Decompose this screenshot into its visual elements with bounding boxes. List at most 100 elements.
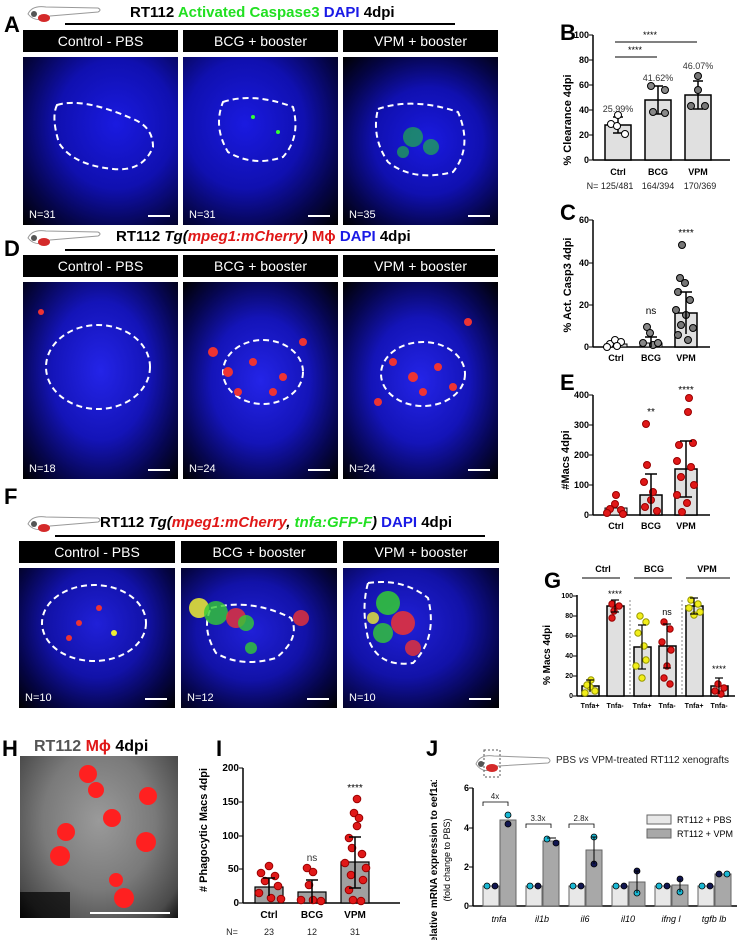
svg-text:170/369: 170/369 (684, 181, 717, 191)
svg-text:2.8x: 2.8x (573, 814, 588, 823)
row-d-title: RT112 Tg(mpeg1:mCherry) Mϕ DAPI 4dpi (116, 228, 411, 245)
svg-text:20: 20 (565, 673, 573, 680)
micrograph-a-vpm: N=35 (343, 57, 498, 225)
scale-bar (468, 469, 490, 471)
svg-text:RT112 + VPM: RT112 + VPM (677, 829, 733, 839)
scale-bar (307, 698, 329, 700)
zebrafish-larva-icon (27, 230, 101, 246)
svg-text:tgfb lb: tgfb lb (702, 914, 727, 924)
chart-e-ylabel: #Macs 4dpi (560, 430, 572, 489)
svg-text:60: 60 (579, 215, 589, 225)
svg-text:0: 0 (569, 693, 573, 700)
svg-text:ns: ns (646, 306, 657, 317)
chart-j-mrna: Relative mRNA expression to eef1a1a (fol… (425, 770, 740, 945)
svg-text:400: 400 (574, 390, 589, 400)
svg-text:RT112 + PBS: RT112 + PBS (677, 815, 731, 825)
micrograph-a-bcg: N=31 (183, 57, 338, 225)
svg-text:**: ** (647, 407, 655, 418)
svg-text:40: 40 (579, 105, 589, 115)
svg-text:ns: ns (307, 853, 318, 864)
svg-text:ifng l: ifng l (661, 914, 681, 924)
chart-j-ylabel2: (fold change to PBS) (442, 818, 452, 901)
svg-text:Tnfa-: Tnfa- (710, 703, 728, 710)
chart-i-ylabel: # Phagocytic Macs 4dpi (198, 768, 210, 892)
svg-text:****: **** (608, 589, 623, 599)
svg-text:****: **** (678, 228, 694, 239)
panel-letter-h: H (2, 736, 18, 761)
svg-text:12: 12 (307, 927, 317, 937)
svg-text:2: 2 (464, 862, 469, 872)
condition-label: Control - PBS (19, 541, 175, 563)
svg-text:BCG: BCG (641, 353, 661, 363)
svg-text:****: **** (347, 783, 363, 794)
zebrafish-larva-dashed-icon (475, 749, 551, 778)
scale-bar (468, 215, 490, 217)
svg-text:300: 300 (574, 420, 589, 430)
svg-text:4x: 4x (491, 792, 499, 801)
panel-letter-a: A (4, 12, 20, 37)
svg-text:0: 0 (584, 510, 589, 520)
panel-letter-b: B (560, 20, 576, 45)
panel-letter-j: J (426, 736, 439, 761)
panel-letter-c: C (560, 200, 576, 225)
chart-i-phagocytic: # Phagocytic Macs 4dpi 0 50 100 150 200 (195, 760, 420, 940)
svg-text:0: 0 (584, 342, 589, 352)
zebrafish-larva-icon (27, 516, 101, 532)
row-a-title: RT112 Activated Caspase3 DAPI 4dpi (130, 4, 395, 21)
svg-text:Ctrl: Ctrl (608, 353, 624, 363)
svg-text:0: 0 (584, 155, 589, 165)
condition-label: Control - PBS (23, 255, 178, 277)
svg-text:60: 60 (579, 80, 589, 90)
condition-label: VPM + booster (343, 255, 498, 277)
svg-text:40: 40 (579, 258, 589, 268)
svg-text:0: 0 (464, 901, 469, 911)
svg-text:100: 100 (222, 831, 239, 842)
chart-j-ylabel: Relative mRNA expression to eef1a1a (429, 780, 440, 940)
svg-text:20: 20 (579, 130, 589, 140)
chart-g-macs-tnfa: % Macs 4dpi 0 20 40 60 80 100 Ctrl BCG (540, 560, 740, 720)
svg-text:****: **** (678, 385, 694, 396)
svg-text:il1b: il1b (535, 914, 549, 924)
svg-text:Tnfa-: Tnfa- (658, 703, 676, 710)
svg-text:****: **** (712, 664, 727, 674)
svg-text:BCG: BCG (648, 167, 668, 177)
svg-text:25.99%: 25.99% (603, 104, 634, 114)
chart-j-legend: RT112 + PBS RT112 + VPM (646, 814, 733, 839)
svg-text:ns: ns (662, 607, 672, 617)
condition-label: Control - PBS (23, 30, 178, 52)
chart-b-clearance: % Clearance 4dpi 0 20 40 60 80 100 25.99… (555, 20, 740, 200)
scale-bar (469, 698, 491, 700)
panel-letter-g: G (544, 568, 562, 593)
chart-c-ylabel: % Act. Casp3 4dpi (562, 238, 574, 333)
svg-text:VPM: VPM (676, 353, 696, 363)
row-f-title: RT112 Tg(mpeg1:mCherry, tnfa:GFP-F) DAPI… (100, 514, 453, 531)
condition-label: BCG + booster (183, 255, 338, 277)
scale-bar (308, 215, 330, 217)
chart-e-macs: #Macs 4dpi 0 100 200 300 400 ** **** Ctr (555, 385, 740, 535)
svg-text:Ctrl: Ctrl (595, 564, 611, 574)
row-d-rule (65, 249, 495, 251)
svg-text:164/394: 164/394 (642, 181, 675, 191)
svg-text:100: 100 (561, 593, 573, 600)
condition-label: BCG + booster (181, 541, 337, 563)
svg-text:4: 4 (464, 823, 469, 833)
chart-b-ylabel: % Clearance 4dpi (562, 74, 574, 165)
scale-bar (148, 215, 170, 217)
condition-label: VPM + booster (343, 30, 498, 52)
scale-bar (308, 469, 330, 471)
micrograph-a-ctrl: N=31 (23, 57, 178, 225)
svg-text:tnfa: tnfa (491, 914, 506, 924)
svg-text:100: 100 (574, 30, 589, 40)
row-f-rule (55, 535, 485, 537)
micrograph-d-vpm: N=24 (343, 282, 498, 479)
svg-text:BCG: BCG (644, 564, 664, 574)
svg-text:23: 23 (264, 927, 274, 937)
svg-text:Tnfa-: Tnfa- (606, 703, 624, 710)
svg-text:il6: il6 (580, 914, 589, 924)
svg-text:****: **** (628, 45, 643, 55)
svg-text:50: 50 (228, 864, 240, 875)
svg-text:100: 100 (574, 480, 589, 490)
scale-bar (145, 698, 167, 700)
svg-text:****: **** (643, 30, 658, 40)
micrograph-f-ctrl: N=10 (19, 568, 175, 708)
